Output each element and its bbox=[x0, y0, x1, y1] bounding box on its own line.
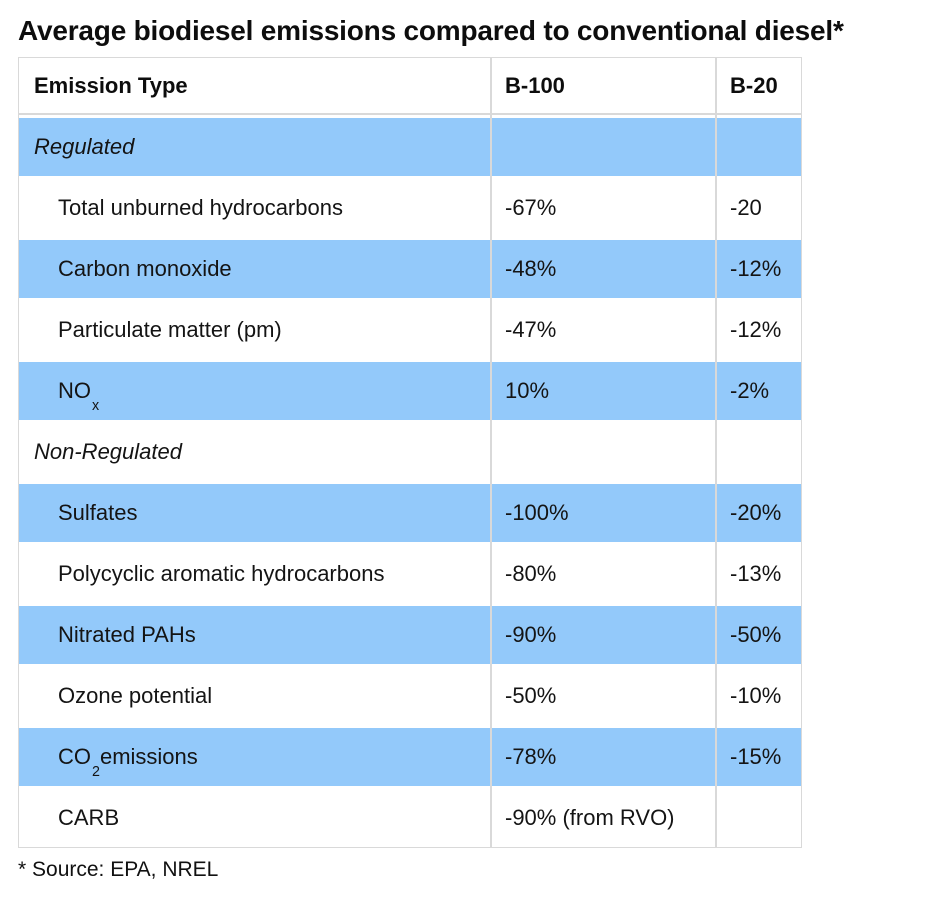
table-row: Polycyclic aromatic hydrocarbons -80% -13% bbox=[19, 545, 801, 603]
b20-value-cell: -12% bbox=[730, 317, 782, 342]
b20-value-cell bbox=[716, 789, 801, 847]
emission-type-cell: Regulated bbox=[34, 134, 135, 159]
emission-type-cell: NO x bbox=[58, 378, 100, 414]
b20-value-cell: -50% bbox=[730, 622, 782, 647]
b100-value-cell: 10% bbox=[505, 378, 550, 403]
b100-value-cell: -90% bbox=[505, 622, 557, 647]
emission-type-cell: Carbon monoxide bbox=[58, 256, 232, 281]
table-row: CARB -90% (from RVO) bbox=[19, 789, 801, 847]
column-header-b20: B-20 bbox=[730, 72, 778, 98]
emission-type-cell: Ozone potential bbox=[58, 683, 213, 708]
chart-title: Average biodiesel emissions compared to … bbox=[18, 15, 844, 46]
b100-value-cell: -80% bbox=[505, 561, 557, 586]
column-header-emission-type: Emission Type bbox=[34, 72, 188, 98]
b20-value-cell: -15% bbox=[730, 744, 782, 769]
emissions-table-body: Emission Type B-100 B-20 Regulated Total … bbox=[19, 58, 801, 847]
b20-value-cell: -20 bbox=[730, 195, 762, 220]
table-row: Total unburned hydrocarbons -67% -20 bbox=[19, 179, 801, 237]
emission-type-cell: CO 2 emissions bbox=[58, 744, 198, 780]
emission-type-cell: Nitrated PAHs bbox=[58, 622, 196, 647]
emission-type-cell: Sulfates bbox=[58, 500, 138, 525]
table-row: Non-Regulated bbox=[19, 423, 801, 481]
b20-value-cell bbox=[716, 423, 801, 481]
table-row: Carbon monoxide -48% -12% bbox=[19, 240, 801, 298]
table-row: Nitrated PAHs -90% -50% bbox=[19, 606, 801, 664]
table-row: Particulate matter (pm) -47% -12% bbox=[19, 301, 801, 359]
emission-type-cell: Non-Regulated bbox=[34, 439, 182, 464]
b100-value-cell: -78% bbox=[505, 744, 557, 769]
emission-type-cell: Polycyclic aromatic hydrocarbons bbox=[58, 561, 385, 586]
b100-value-cell bbox=[491, 423, 716, 481]
emission-type-cell: CARB bbox=[58, 805, 120, 830]
table-row: Ozone potential -50% -10% bbox=[19, 667, 801, 725]
b100-value-cell: -100% bbox=[505, 500, 569, 525]
b20-value-cell: -13% bbox=[730, 561, 782, 586]
column-header-b100: B-100 bbox=[505, 72, 565, 98]
emission-type-cell: Particulate matter (pm) bbox=[58, 317, 282, 342]
b20-value-cell: -10% bbox=[730, 683, 782, 708]
emissions-table: Emission Type B-100 B-20 Regulated Total … bbox=[18, 57, 802, 848]
table-row: NO x 10% -2% bbox=[19, 362, 801, 420]
b20-value-cell: -20% bbox=[730, 500, 782, 525]
table-row: Sulfates -100% -20% bbox=[19, 484, 801, 542]
b100-value-cell: -50% bbox=[505, 683, 557, 708]
b20-value-cell bbox=[716, 118, 801, 176]
emission-type-cell: Total unburned hydrocarbons bbox=[58, 195, 343, 220]
b100-value-cell: -48% bbox=[505, 256, 557, 281]
column-divider bbox=[490, 58, 492, 847]
column-divider bbox=[715, 58, 717, 847]
b20-value-cell: -2% bbox=[730, 378, 770, 403]
b100-value-cell: -90% (from RVO) bbox=[505, 805, 675, 830]
b20-value-cell: -12% bbox=[730, 256, 782, 281]
table-row: CO 2 emissions -78% -15% bbox=[19, 728, 801, 786]
table-row: Regulated bbox=[19, 118, 801, 176]
b100-value-cell bbox=[491, 118, 716, 176]
table-header-row: Emission Type B-100 B-20 bbox=[19, 58, 801, 115]
b100-value-cell: -47% bbox=[505, 317, 557, 342]
b100-value-cell: -67% bbox=[505, 195, 557, 220]
source-note: * Source: EPA, NREL bbox=[18, 858, 219, 881]
